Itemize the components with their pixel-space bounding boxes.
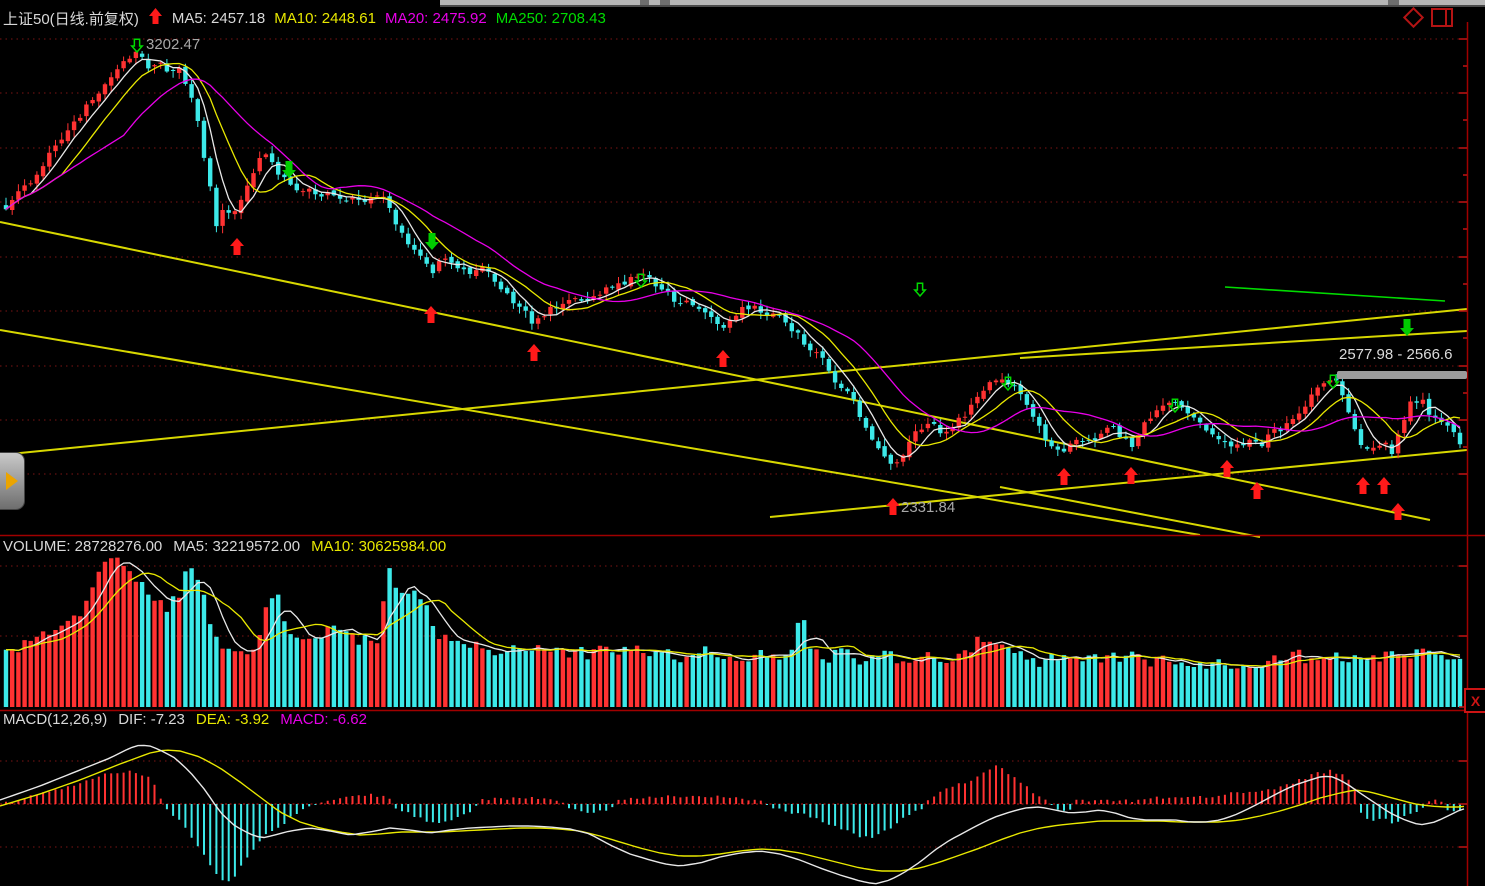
diamond-icon[interactable]: [1402, 6, 1425, 29]
volume-ma10-readout: MA10: 30625984.00: [311, 538, 447, 555]
close-indicator-button[interactable]: X: [1464, 688, 1485, 713]
expand-arrow-icon: [6, 472, 18, 490]
split-window-icon[interactable]: [1431, 8, 1453, 27]
macd-header: MACD(12,26,9) DIF: -7.23 DEA: -3.92 MACD…: [3, 711, 367, 728]
trough-price-label: 2331.84: [901, 499, 956, 516]
dea-readout: DEA: -3.92: [195, 711, 270, 728]
strip-notch: [1388, 0, 1399, 5]
strip-notch: [640, 0, 649, 5]
symbol-title: 上证50(日线.前复权): [3, 10, 139, 28]
volume-ma5-readout: MA5: 32219572.00: [173, 538, 301, 555]
left-panel-expander[interactable]: [0, 452, 25, 510]
macd-name: MACD(12,26,9): [3, 711, 108, 728]
range-price-label: 2577.98 - 2566.6: [1337, 346, 1455, 363]
macd-readout: MACD: -6.62: [280, 711, 367, 728]
volume-readout: VOLUME: 28728276.00: [3, 538, 163, 555]
strip-notch: [660, 0, 670, 5]
dif-readout: DIF: -7.23: [118, 711, 185, 728]
volume-header: VOLUME: 28728276.00 MA5: 32219572.00 MA1…: [3, 538, 446, 555]
window-edge-strip: [440, 0, 1485, 5]
ma20-readout: MA20: 2475.92: [385, 9, 487, 27]
header-toolbar: [1402, 6, 1453, 29]
ma250-readout: MA250: 2708.43: [495, 9, 606, 27]
peak-price-label: 3202.47: [146, 36, 201, 53]
ma10-readout: MA10: 2448.61: [274, 9, 376, 27]
main-chart-header: 上证50(日线.前复权) MA5: 2457.18 MA10: 2448.61 …: [3, 7, 606, 29]
split-window-icon-bar: [1445, 10, 1447, 25]
trend-up-arrow-icon: [148, 7, 163, 29]
ma5-readout: MA5: 2457.18: [171, 9, 266, 27]
range-handle[interactable]: [1337, 371, 1467, 379]
window-edge-shadow: [440, 5, 1485, 7]
